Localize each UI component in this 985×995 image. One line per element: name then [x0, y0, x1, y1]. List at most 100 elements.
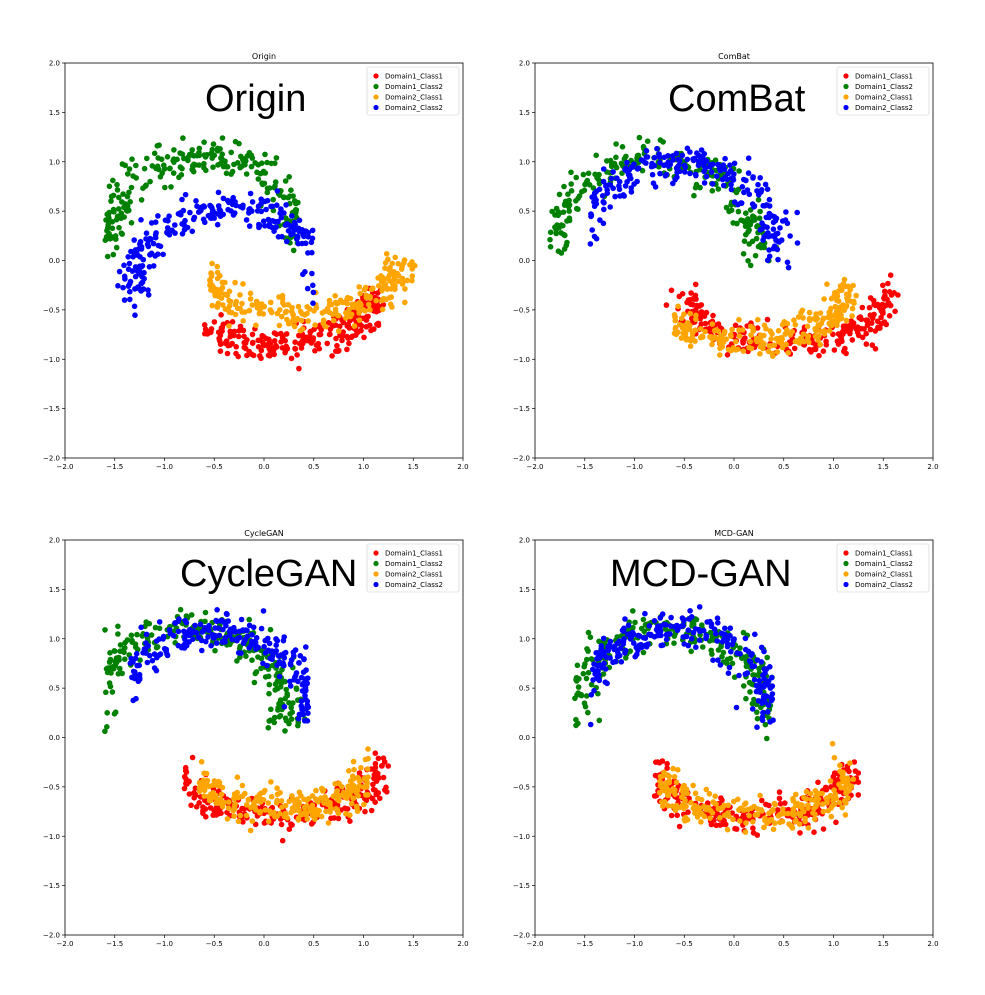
data-point [262, 807, 269, 813]
data-point [632, 619, 638, 626]
data-point [632, 653, 638, 660]
data-point [268, 793, 275, 800]
data-point [243, 171, 250, 177]
data-point [122, 276, 128, 282]
data-point [837, 762, 843, 769]
data-point [638, 625, 645, 632]
data-point [223, 170, 230, 177]
data-point [266, 690, 272, 697]
data-point [249, 657, 255, 663]
data-point [717, 167, 724, 174]
data-point [842, 303, 849, 310]
data-point [285, 301, 292, 308]
data-point [796, 821, 803, 827]
x-tick-label: −0.5 [676, 463, 693, 471]
x-tick-label: 2.0 [927, 940, 938, 948]
data-point [204, 777, 211, 784]
data-point [208, 642, 214, 649]
data-point [110, 192, 117, 199]
data-point [728, 333, 734, 340]
data-point [747, 262, 754, 269]
data-point [576, 676, 582, 682]
data-point [295, 817, 302, 823]
data-point [210, 164, 216, 170]
data-point [285, 228, 292, 234]
data-point [749, 706, 756, 712]
legend-label: Domain1_Class1 [855, 550, 913, 558]
data-point [678, 623, 685, 629]
data-point [249, 331, 256, 338]
y-tick-label: 0.5 [519, 685, 530, 693]
data-point [115, 623, 121, 630]
data-point [143, 230, 150, 236]
data-point [242, 162, 248, 168]
data-point [677, 168, 683, 175]
data-point [126, 260, 133, 267]
data-point [601, 206, 607, 213]
data-point [218, 155, 224, 161]
data-point [369, 795, 376, 802]
data-point [229, 319, 236, 325]
data-point [148, 236, 154, 242]
data-point [813, 317, 819, 323]
data-point [268, 308, 275, 315]
data-point [220, 211, 226, 218]
data-point [115, 631, 121, 637]
data-point [332, 781, 339, 787]
data-point [361, 334, 367, 341]
data-point [279, 345, 286, 351]
data-point [713, 630, 719, 637]
data-point [373, 778, 380, 784]
data-point [210, 141, 217, 147]
data-point [812, 788, 819, 794]
y-tick-label: 1.0 [519, 635, 530, 643]
y-tick-label: 1.5 [49, 109, 60, 117]
data-point [661, 154, 668, 161]
data-point [807, 790, 814, 797]
data-point [817, 341, 823, 348]
data-point [612, 193, 618, 200]
data-point [224, 816, 231, 822]
data-point [386, 272, 393, 278]
data-point [616, 186, 623, 193]
data-point [679, 152, 686, 159]
data-point [108, 198, 114, 204]
x-tick-label: −2.0 [57, 463, 74, 471]
data-point [834, 296, 840, 303]
data-point [685, 809, 691, 815]
data-point [731, 674, 738, 680]
legend-label: Domain1_Class1 [385, 73, 443, 81]
x-tick-label: 1.0 [828, 940, 839, 948]
data-point [754, 325, 761, 331]
data-point [591, 687, 597, 694]
data-point [106, 183, 113, 190]
data-point [229, 199, 236, 206]
data-point [105, 665, 111, 671]
data-point [289, 793, 295, 799]
data-point [199, 647, 205, 654]
data-point [294, 796, 300, 803]
data-point [371, 772, 378, 778]
data-point [740, 251, 747, 257]
data-point [105, 222, 111, 228]
data-point [800, 808, 807, 815]
data-point [209, 302, 216, 309]
data-point [277, 697, 284, 703]
data-point [115, 283, 121, 289]
data-point [210, 635, 217, 641]
data-point [340, 319, 347, 326]
data-point [776, 239, 782, 245]
data-point [143, 631, 150, 638]
data-point [659, 799, 665, 805]
data-point [189, 147, 195, 153]
data-point [248, 152, 255, 159]
data-point [179, 221, 185, 227]
data-point [274, 813, 280, 819]
data-point [235, 650, 242, 656]
y-tick-label: −1.5 [43, 405, 60, 413]
plot-frame [64, 539, 464, 936]
data-point [769, 331, 775, 337]
data-point [104, 253, 111, 260]
data-point [283, 308, 290, 315]
data-point [268, 299, 274, 306]
